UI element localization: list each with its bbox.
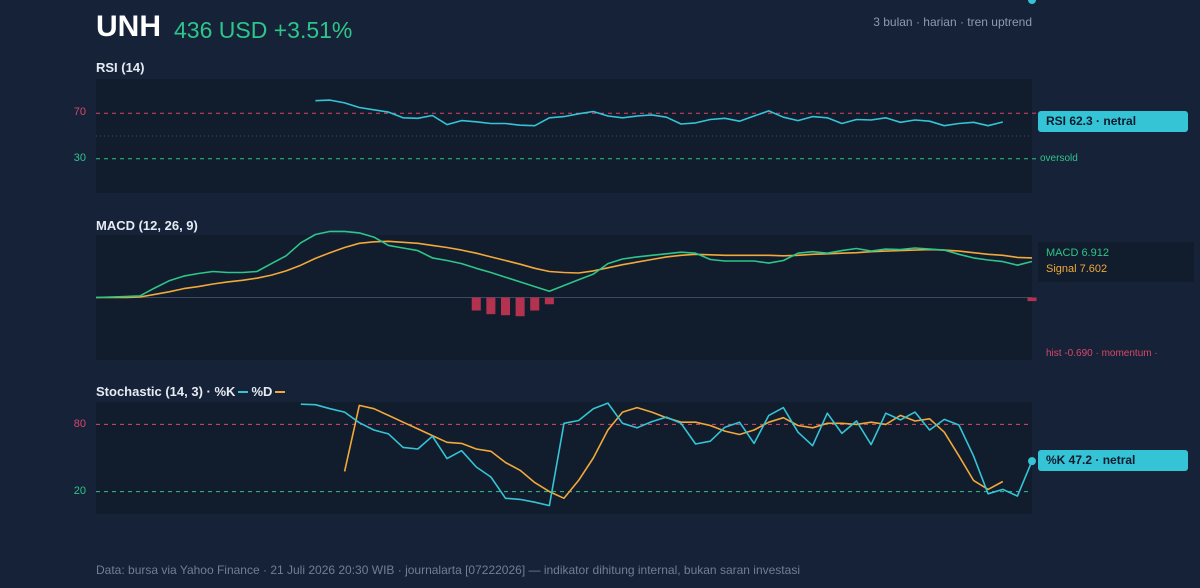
ticker-symbol: UNH bbox=[96, 10, 161, 43]
signal-line bbox=[96, 240, 1033, 299]
rsi-value-badge: RSI 62.3 · netral bbox=[1038, 111, 1188, 132]
macd-value-label: MACD 6.912 bbox=[1046, 247, 1109, 259]
macd-hist-bar bbox=[544, 297, 554, 305]
d-legend-text: %D bbox=[251, 384, 273, 399]
stoch-value-badge: %K 47.2 · netral bbox=[1038, 450, 1188, 471]
rsi-line bbox=[315, 99, 1003, 127]
stoch-panel-title: Stochastic (14, 3) · %K %D bbox=[96, 384, 288, 399]
hist-value-label: hist -0.690 · momentum · bbox=[1046, 348, 1158, 359]
stoch-title-text: Stochastic (14, 3) · %K bbox=[96, 384, 236, 399]
k-legend-swatch bbox=[238, 390, 249, 393]
stoch-k-line bbox=[300, 402, 1033, 507]
macd-hist-bar bbox=[1027, 297, 1037, 302]
rsi-tick-70: 70 bbox=[73, 106, 86, 118]
footer-note: Data: bursa via Yahoo Finance · 21 Juli … bbox=[96, 563, 800, 577]
stoch-tick-20: 20 bbox=[73, 485, 86, 497]
stoch-last-point bbox=[1028, 457, 1036, 466]
macd-hist-bar bbox=[471, 297, 481, 311]
macd-hist-bar bbox=[530, 297, 540, 311]
price-change: 436 USD +3.51% bbox=[174, 17, 353, 43]
macd-line bbox=[95, 230, 1033, 299]
rsi-tick-30: 30 bbox=[73, 152, 86, 164]
macd-panel-title: MACD (12, 26, 9) bbox=[96, 218, 198, 233]
stoch-panel bbox=[96, 402, 1032, 514]
rsi-last-point bbox=[1028, 0, 1036, 4]
rsi-panel-title: RSI (14) bbox=[96, 60, 145, 75]
macd-hist-bar bbox=[515, 297, 525, 317]
chart-subtitle: 3 bulan · harian · tren uptrend bbox=[873, 15, 1032, 29]
stoch-tick-80: 80 bbox=[73, 418, 86, 430]
macd-hist-bar bbox=[500, 297, 511, 316]
d-legend-swatch bbox=[275, 390, 286, 393]
signal-value-label: Signal 7.602 bbox=[1046, 263, 1108, 275]
rsi-oversold-label: oversold bbox=[1040, 153, 1078, 164]
macd-value-box: MACD 6.912 Signal 7.602 bbox=[1038, 242, 1194, 282]
macd-hist-bar bbox=[486, 297, 496, 315]
